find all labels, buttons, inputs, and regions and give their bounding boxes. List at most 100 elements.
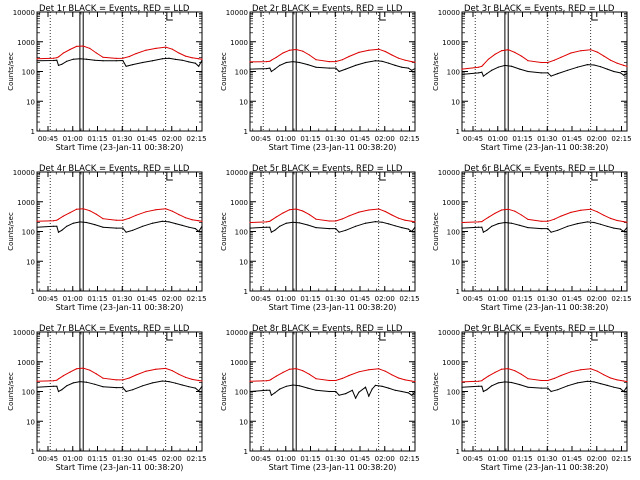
data-point-events (52, 385, 55, 387)
x-tick-label: 00:45 (463, 135, 483, 143)
data-point-events (335, 67, 337, 69)
data-point-lld (89, 47, 91, 50)
data-point-lld (302, 370, 304, 372)
data-point-lld (191, 219, 193, 221)
data-point-lld (482, 64, 484, 66)
data-point-lld (368, 369, 370, 371)
data-point-events (79, 221, 81, 223)
data-point-events (411, 69, 413, 71)
data-point-events (519, 68, 521, 70)
top-marker (591, 12, 598, 21)
data-point-lld (52, 57, 55, 59)
data-point-lld (198, 58, 200, 60)
data-point-lld (184, 376, 187, 378)
data-point-lld (69, 212, 71, 214)
data-point-events (85, 221, 88, 224)
data-point-events (292, 61, 294, 63)
data-point-events (613, 70, 615, 73)
y-axis-label: Counts/sec (7, 52, 15, 91)
data-point-lld (623, 221, 625, 223)
data-point-events (600, 223, 602, 225)
data-point-events (132, 229, 134, 231)
data-point-events (619, 388, 622, 390)
data-point-events (345, 229, 347, 231)
data-point-events (102, 386, 104, 388)
chart-panel-1: Det 1r BLACK = Events, RED = LLD 1 10 100 10… (7, 4, 207, 152)
x-tick-label: 02:00 (375, 295, 395, 303)
top-marker (379, 172, 386, 181)
data-point-events (122, 227, 124, 229)
y-tick-label: 100 (235, 69, 248, 77)
data-point-events (606, 384, 608, 386)
x-tick-label: 02:15 (611, 135, 631, 143)
data-point-events (194, 228, 196, 230)
plot-frame (249, 11, 416, 132)
data-point-events (364, 222, 367, 224)
data-point-events (115, 60, 117, 62)
data-point-events (626, 386, 628, 388)
x-tick-label: 01:15 (512, 295, 532, 303)
data-point-lld (527, 378, 529, 380)
y-tick-label: 10000 (438, 169, 460, 177)
data-point-lld (609, 377, 612, 379)
data-point-lld (270, 59, 272, 61)
data-point-lld (547, 61, 549, 64)
x-axis-label: Start Time (23-Jan-11 00:38:20) (269, 303, 397, 312)
data-point-lld (487, 375, 489, 377)
data-point-lld (596, 51, 598, 53)
data-point-lld (411, 380, 413, 382)
data-point-events (151, 60, 154, 62)
data-point-lld (289, 49, 291, 51)
data-point-lld (328, 379, 330, 382)
data-point-events (482, 390, 484, 393)
data-point-lld (494, 371, 496, 373)
x-tick-label: 02:00 (162, 135, 182, 143)
data-point-events (374, 384, 376, 386)
top-marker (591, 332, 598, 341)
data-point-events (265, 226, 268, 228)
data-point-events (66, 225, 68, 227)
data-point-lld (265, 221, 268, 223)
data-point-events (481, 385, 483, 387)
data-point-events (593, 64, 595, 66)
data-point-events (355, 225, 357, 227)
data-point-events (115, 227, 117, 229)
data-point-events (355, 64, 357, 66)
data-point-lld (414, 61, 416, 63)
y-axis-label: Counts/sec (432, 372, 440, 411)
data-point-events (374, 221, 376, 223)
data-point-lld (201, 58, 203, 60)
series-line-events (461, 64, 628, 77)
data-point-lld (547, 379, 549, 382)
x-tick-label: 01:45 (350, 455, 370, 463)
data-point-lld (115, 379, 117, 381)
series-line-events (249, 60, 416, 73)
data-point-events (510, 65, 513, 67)
data-point-lld (165, 46, 167, 48)
series-line-lld (249, 368, 416, 383)
data-point-lld (145, 49, 147, 51)
data-point-lld (514, 210, 516, 212)
data-point-events (315, 389, 317, 391)
data-point-lld (36, 58, 38, 60)
y-axis-label: Counts/sec (220, 52, 228, 91)
top-marker (166, 332, 173, 341)
data-point-events (56, 225, 58, 227)
y-axis-label: Counts/sec (7, 372, 15, 411)
data-point-events (461, 227, 463, 229)
data-point-lld (358, 371, 360, 373)
data-point-lld (265, 61, 268, 63)
data-point-lld (514, 51, 516, 54)
panel-title: Det 5r BLACK = Events, RED = LLD (252, 164, 403, 174)
data-point-lld (76, 368, 78, 370)
x-tick-label: 01:00 (276, 135, 296, 143)
data-point-lld (358, 211, 360, 213)
data-point-events (328, 67, 330, 69)
data-point-lld (315, 59, 317, 61)
data-point-lld (540, 220, 542, 222)
data-point-lld (570, 52, 572, 54)
x-tick-label: 01:00 (488, 295, 508, 303)
data-point-lld (128, 217, 130, 219)
x-tick-label: 02:00 (162, 455, 182, 463)
data-point-lld (411, 220, 413, 222)
